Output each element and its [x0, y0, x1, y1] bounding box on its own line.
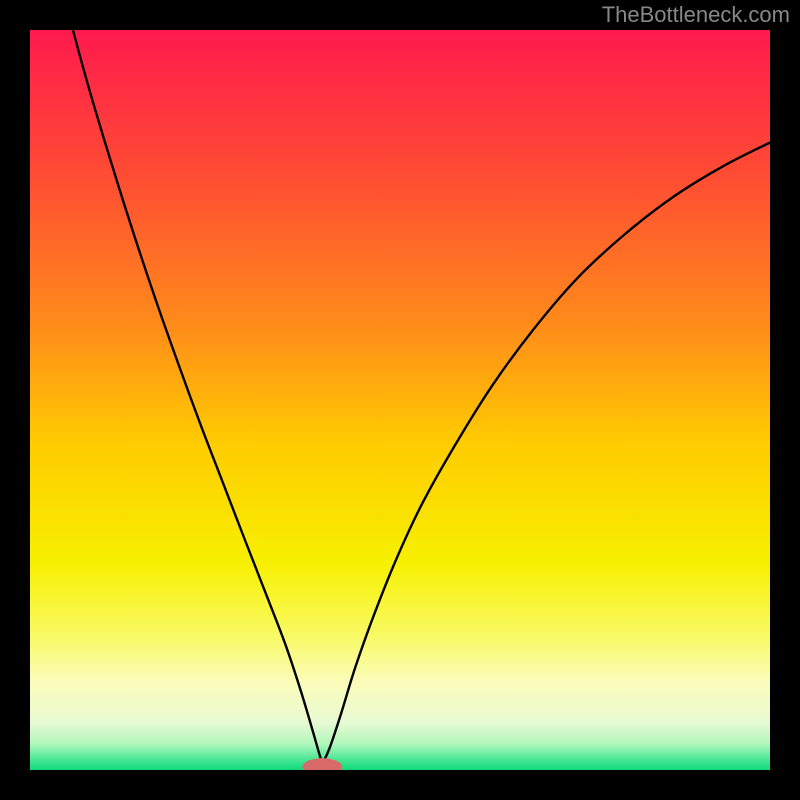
chart-container: TheBottleneck.com	[0, 0, 800, 800]
gradient-background	[30, 30, 770, 770]
plot-area	[30, 30, 770, 770]
plot-svg	[30, 30, 770, 770]
watermark-text: TheBottleneck.com	[602, 2, 790, 28]
